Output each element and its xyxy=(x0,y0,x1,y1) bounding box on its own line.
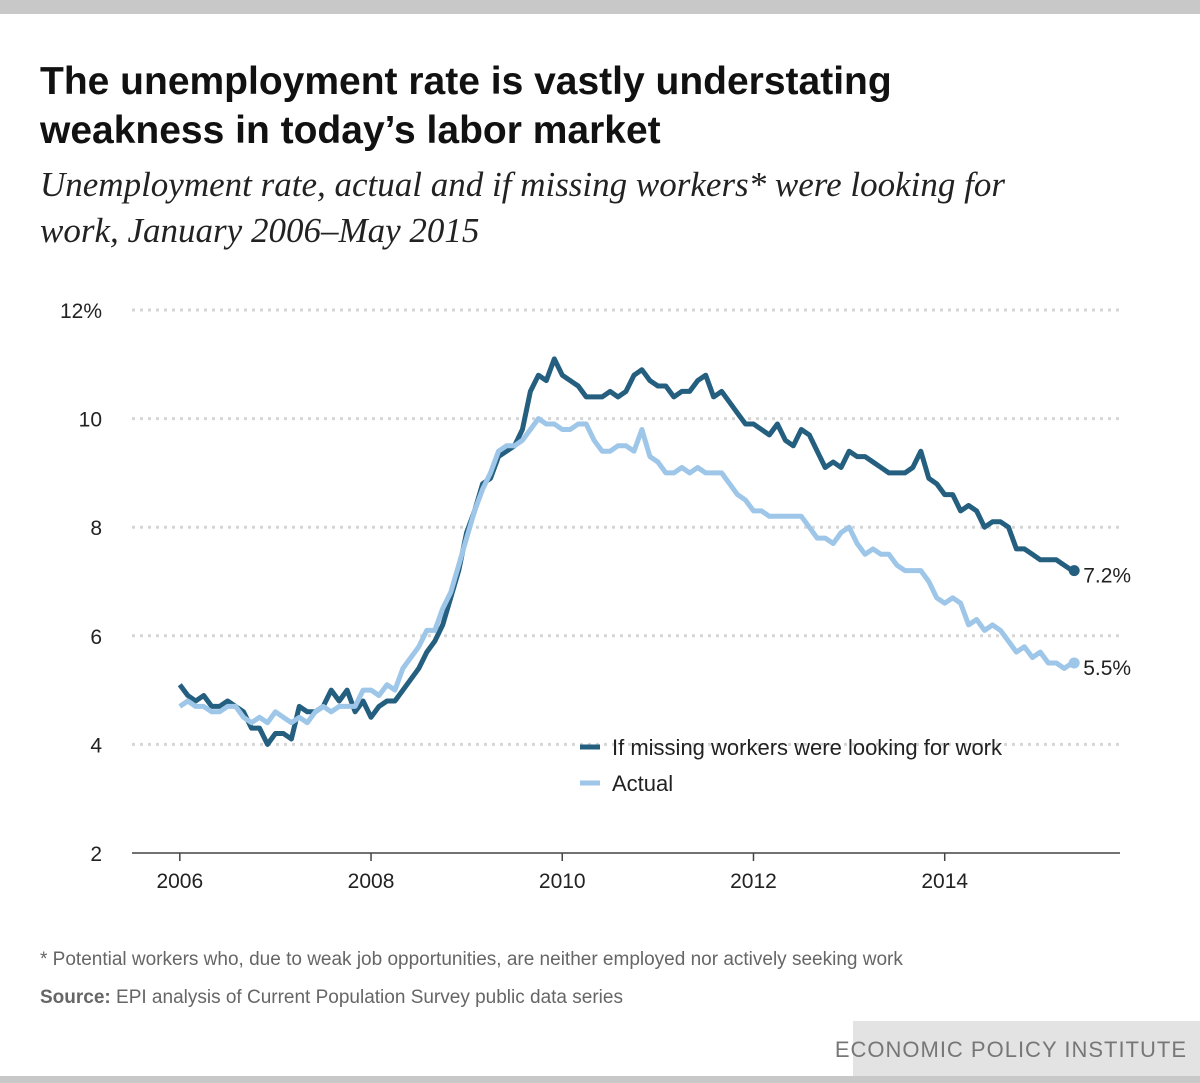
y-tick-label: 8 xyxy=(90,517,102,540)
footnote: * Potential workers who, due to weak job… xyxy=(40,949,903,970)
plot: 2 4 6 8 10 12% 2006 2008 2010 2012 2014 7.2% 5.5% If … xyxy=(60,300,1131,893)
end-dot xyxy=(1068,565,1080,577)
brand-box xyxy=(853,1021,1200,1076)
x-tick-label: 2014 xyxy=(921,870,968,893)
x-tick-label: 2012 xyxy=(730,870,777,893)
source-label: Source: xyxy=(40,987,111,1008)
y-tick-label: 4 xyxy=(90,734,102,757)
source-text: EPI analysis of Current Population Surve… xyxy=(116,987,623,1008)
bottom-bar xyxy=(0,1076,1200,1083)
y-tick-label: 10 xyxy=(79,409,102,432)
chart-subtitle: Unemployment rate, actual and if missing… xyxy=(40,165,1005,204)
source: Source: EPI analysis of Current Populati… xyxy=(40,987,623,1008)
y-tick-label: 12% xyxy=(60,300,102,323)
series-line xyxy=(178,416,1074,726)
x-tick-label: 2008 xyxy=(348,870,395,893)
y-tick-label: 2 xyxy=(90,843,102,866)
end-dot xyxy=(1068,657,1080,669)
x-tick-label: 2010 xyxy=(539,870,586,893)
data-label: 5.5% xyxy=(1083,657,1131,680)
x-tick-label: 2006 xyxy=(156,870,203,893)
chart-subtitle: work, January 2006–May 2015 xyxy=(40,211,479,250)
brand: ECONOMIC POLICY INSTITUTE xyxy=(835,1037,1187,1062)
series-line xyxy=(177,356,1074,747)
legend-label: Actual xyxy=(612,771,673,796)
legend-label: If missing workers were looking for work xyxy=(612,735,1003,760)
top-bar xyxy=(0,0,1200,14)
data-label: 7.2% xyxy=(1083,565,1131,588)
chart-title: weakness in today’s labor market xyxy=(39,109,661,152)
chart-title: The unemployment rate is vastly understa… xyxy=(40,60,892,103)
y-tick-label: 6 xyxy=(90,626,102,649)
